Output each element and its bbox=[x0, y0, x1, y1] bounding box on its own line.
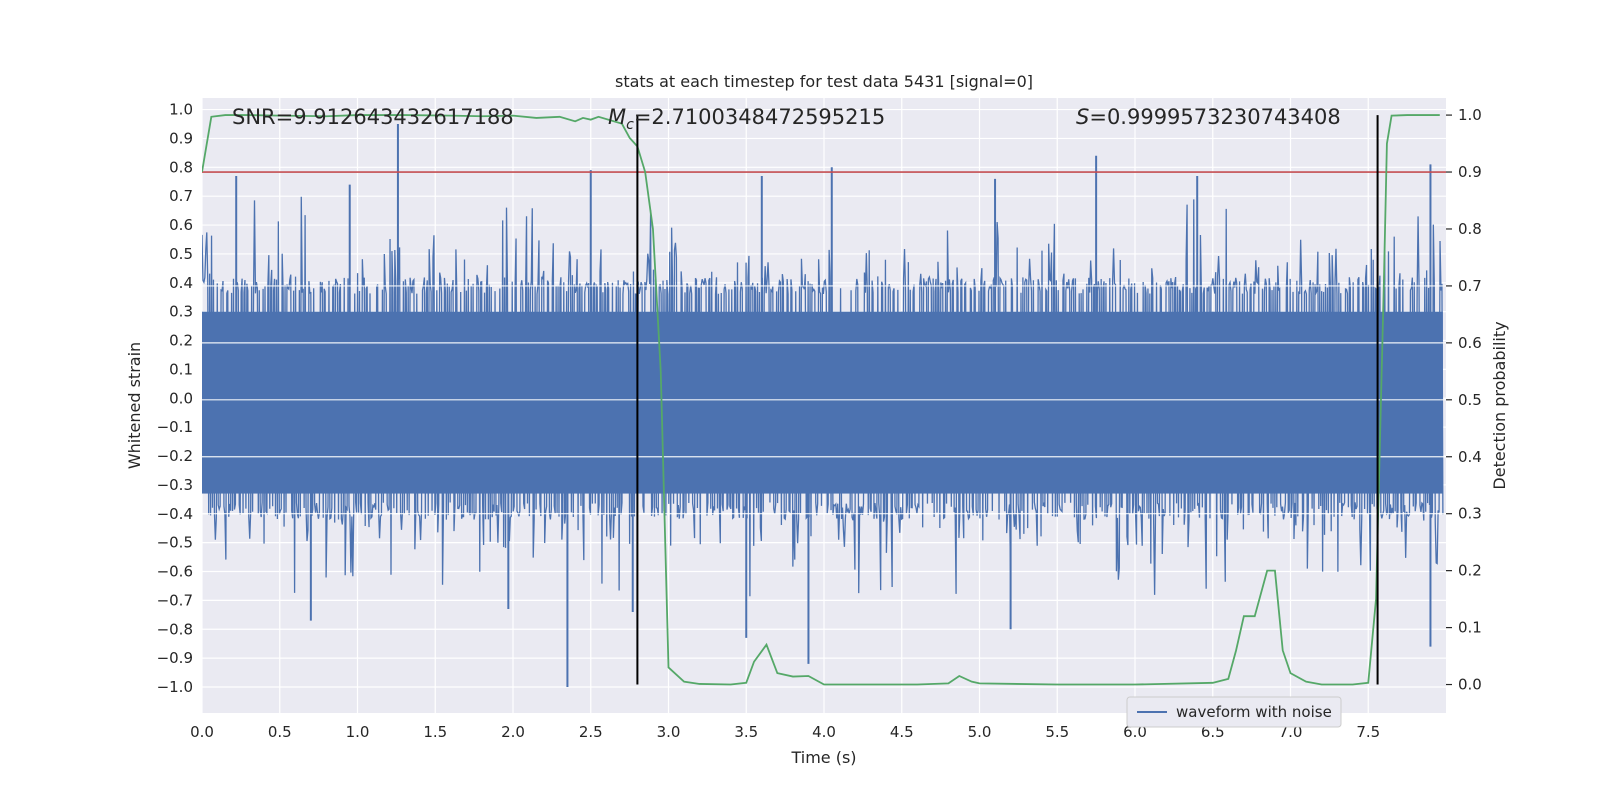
axis-ticks: 0.0 0.5 1.0 1.5 2.0 2.5 3.0 3.5 4.0 4.5 5.0 5.5 6.0 6… bbox=[157, 101, 1482, 741]
x-tick-label: 0.0 bbox=[190, 723, 214, 741]
y-tick-label-right: 0.5 bbox=[1458, 391, 1482, 409]
y-tick-label-left: 0.5 bbox=[169, 245, 193, 263]
overlay-lines bbox=[202, 114, 1446, 686]
x-tick-label: 4.0 bbox=[812, 723, 836, 741]
chirp-mass-value: =2.7100348472595215 bbox=[634, 105, 885, 129]
x-tick-label: 3.5 bbox=[734, 723, 758, 741]
y-tick-label-right: 1.0 bbox=[1458, 106, 1482, 124]
y-tick-label-right: 0.1 bbox=[1458, 619, 1482, 637]
y-tick-label-left: −0.5 bbox=[157, 534, 193, 552]
legend-label-waveform: waveform with noise bbox=[1176, 703, 1332, 721]
y-tick-label-left: −0.7 bbox=[157, 591, 193, 609]
y-tick-label-left: −1.0 bbox=[157, 678, 193, 696]
score-value: =0.9999573230743408 bbox=[1089, 105, 1340, 129]
y-tick-label-left: −0.6 bbox=[157, 563, 193, 581]
legend: waveform with noise bbox=[1126, 696, 1342, 728]
y-axis-label-left: Whitened strain bbox=[125, 342, 144, 469]
x-tick-label: 5.5 bbox=[1045, 723, 1069, 741]
waveform-core bbox=[202, 311, 1443, 494]
x-tick-label: 4.5 bbox=[890, 723, 914, 741]
score-annotation: S=0.9999573230743408 bbox=[1076, 105, 1341, 129]
snr-annotation: SNR=9.912643432617188 bbox=[232, 105, 514, 129]
y-tick-label-left: 0.3 bbox=[169, 303, 193, 321]
y-tick-label-left: 0.7 bbox=[169, 187, 193, 205]
chart-title: stats at each timestep for test data 543… bbox=[615, 72, 1033, 91]
y-tick-label-right: 0.9 bbox=[1458, 163, 1482, 181]
y-tick-label-right: 0.0 bbox=[1458, 676, 1482, 694]
y-tick-label-right: 0.7 bbox=[1458, 277, 1482, 295]
y-tick-label-left: 0.9 bbox=[169, 129, 193, 147]
y-tick-label-left: −0.4 bbox=[157, 505, 193, 523]
waveform-series bbox=[202, 123, 1446, 688]
y-tick-label-left: 1.0 bbox=[169, 101, 193, 119]
y-tick-label-right: 0.2 bbox=[1458, 562, 1482, 580]
x-tick-label: 5.0 bbox=[968, 723, 992, 741]
y-tick-label-right: 0.6 bbox=[1458, 334, 1482, 352]
x-tick-label: 1.0 bbox=[346, 723, 370, 741]
y-tick-label-right: 0.3 bbox=[1458, 505, 1482, 523]
x-tick-label: 2.0 bbox=[501, 723, 525, 741]
y-tick-label-left: −0.1 bbox=[157, 418, 193, 436]
x-tick-label: 2.5 bbox=[579, 723, 603, 741]
x-tick-label: 3.0 bbox=[657, 723, 681, 741]
y-tick-label-right: 0.4 bbox=[1458, 448, 1482, 466]
y-tick-label-left: 0.6 bbox=[169, 216, 193, 234]
y-tick-label-right: 0.8 bbox=[1458, 220, 1482, 238]
y-tick-label-left: 0.4 bbox=[169, 274, 193, 292]
y-tick-label-left: −0.9 bbox=[157, 649, 193, 667]
y-tick-label-left: 0.2 bbox=[169, 332, 193, 350]
chirp-mass-annotation: Mc=2.7100348472595215 bbox=[608, 105, 885, 133]
y-axis-label-right: Detection probability bbox=[1490, 321, 1509, 489]
detection-probability-line bbox=[202, 114, 1440, 686]
y-tick-label-left: 0.0 bbox=[169, 389, 193, 407]
chirp-mass-symbol: M bbox=[608, 105, 626, 129]
legend-box bbox=[1126, 696, 1342, 728]
y-tick-label-left: 0.8 bbox=[169, 158, 193, 176]
y-tick-label-left: −0.3 bbox=[157, 476, 193, 494]
x-tick-label: 1.5 bbox=[423, 723, 447, 741]
x-tick-label: 7.5 bbox=[1356, 723, 1380, 741]
y-tick-label-left: −0.8 bbox=[157, 620, 193, 638]
score-symbol: S bbox=[1076, 105, 1089, 129]
x-tick-label: 0.5 bbox=[268, 723, 292, 741]
y-tick-label-left: 0.1 bbox=[169, 360, 193, 378]
chirp-mass-subscript: c bbox=[626, 117, 634, 133]
x-axis-label: Time (s) bbox=[790, 748, 856, 767]
y-tick-label-left: −0.2 bbox=[157, 447, 193, 465]
